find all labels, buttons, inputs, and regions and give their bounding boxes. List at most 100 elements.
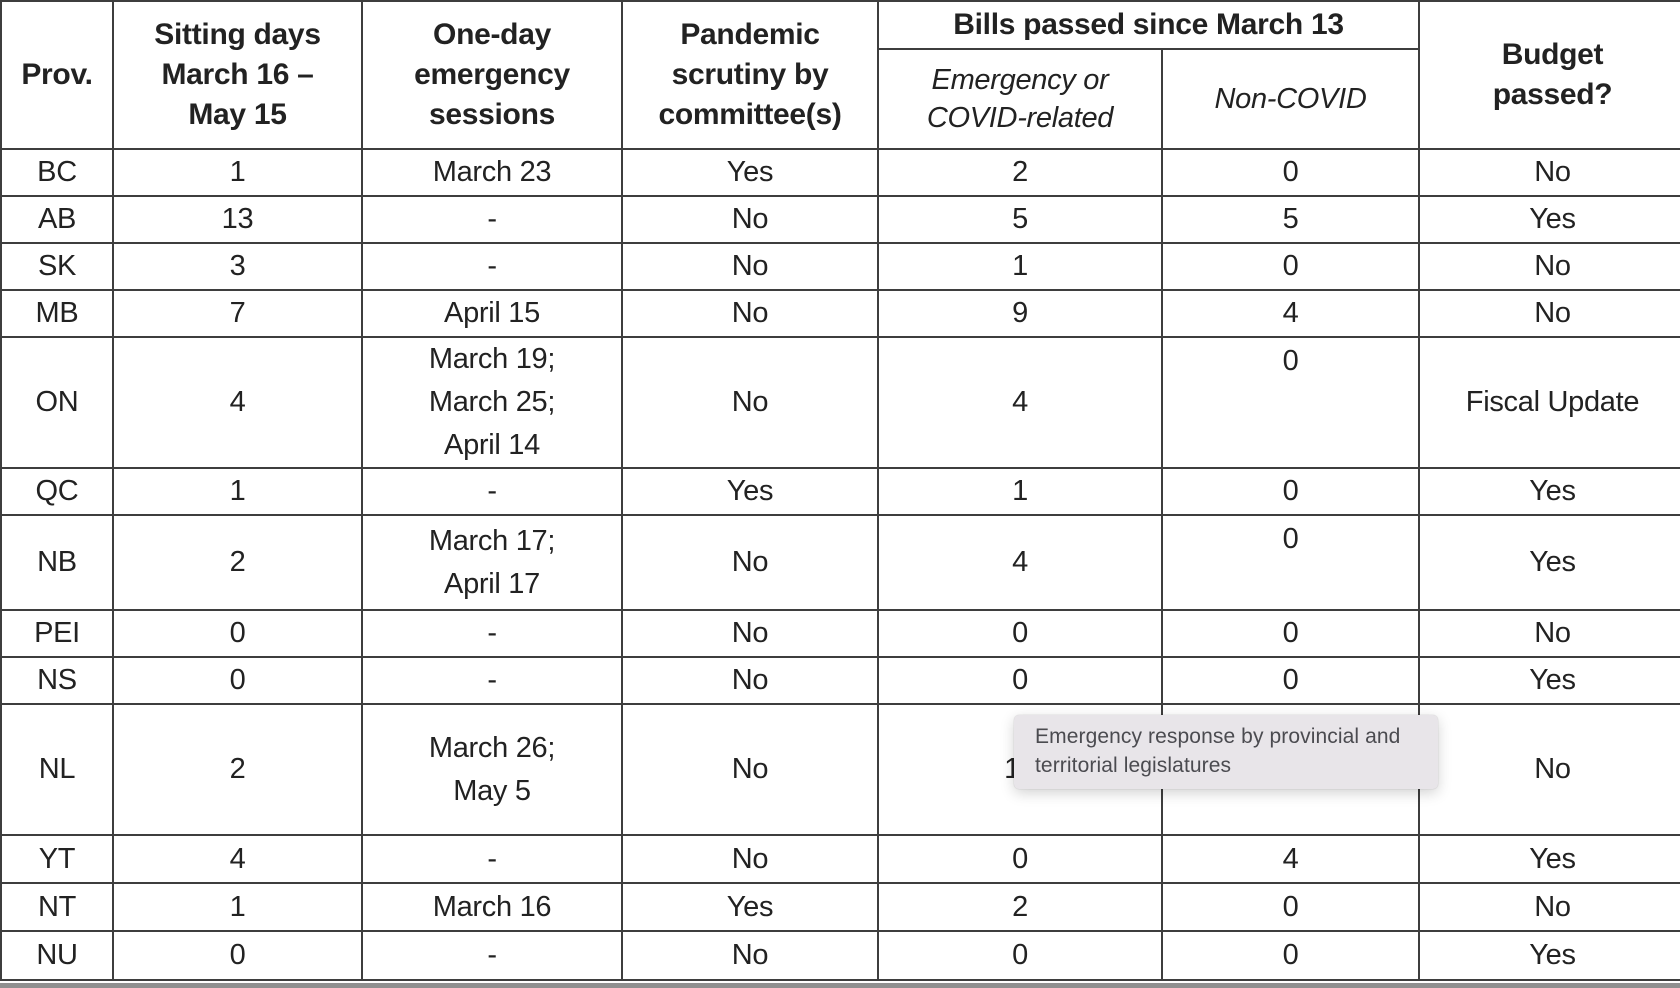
cell-bills-emergency: 2 — [877, 148, 1163, 197]
cell-pandemic: No — [621, 195, 879, 244]
cell-bills-emergency: 0 — [877, 930, 1163, 981]
cell-pandemic: No — [621, 656, 879, 705]
cell-bills-emergency: 1 — [877, 242, 1163, 291]
cell-budget: Yes — [1418, 195, 1680, 244]
cell-sitting-days: 0 — [112, 930, 363, 981]
cell-sitting-days: 7 — [112, 289, 363, 338]
cell-sitting-days: 1 — [112, 467, 363, 516]
tooltip: Emergency response by provincial and ter… — [1014, 715, 1438, 789]
cell-bills-non-covid: 0 — [1161, 467, 1420, 516]
cell-sitting-days: 1 — [112, 882, 363, 932]
cell-one-day: April 15 — [361, 289, 623, 338]
cell-one-day: March 26; May 5 — [361, 703, 623, 836]
cell-one-day: March 19; March 25; April 14 — [361, 336, 623, 469]
cell-pandemic: No — [621, 930, 879, 981]
cell-prov: NS — [0, 656, 114, 705]
table-row: NB 2 March 17; April 17 No 4 0 Yes — [0, 514, 1680, 611]
cell-prov: PEI — [0, 609, 114, 658]
cell-prov: ON — [0, 336, 114, 469]
cell-pandemic: Yes — [621, 467, 879, 516]
cell-bills-emergency: 5 — [877, 195, 1163, 244]
cell-sitting-days: 2 — [112, 514, 363, 611]
cell-one-day: March 16 — [361, 882, 623, 932]
cell-bills-non-covid: 0 — [1161, 242, 1420, 291]
cell-bills-emergency: 0 — [877, 656, 1163, 705]
cell-sitting-days: 13 — [112, 195, 363, 244]
cell-budget: Yes — [1418, 930, 1680, 981]
cell-one-day: - — [361, 242, 623, 291]
cell-bills-non-covid: 4 — [1161, 289, 1420, 338]
cell-bills-non-covid: 0 — [1161, 609, 1420, 658]
table-header: Prov. Sitting days March 16 – May 15 One… — [0, 0, 1680, 150]
cell-sitting-days: 1 — [112, 148, 363, 197]
cell-budget: Yes — [1418, 834, 1680, 884]
cell-one-day: - — [361, 467, 623, 516]
cell-prov: NL — [0, 703, 114, 836]
table-row: MB 7 April 15 No 9 4 No — [0, 289, 1680, 338]
cell-bills-non-covid: 0 — [1161, 882, 1420, 932]
header-sitting-days: Sitting days March 16 – May 15 — [112, 0, 363, 150]
cell-pandemic: No — [621, 514, 879, 611]
cell-sitting-days: 0 — [112, 609, 363, 658]
cell-budget: No — [1418, 609, 1680, 658]
cell-budget: No — [1418, 289, 1680, 338]
cell-budget: No — [1418, 703, 1680, 836]
cell-prov: NB — [0, 514, 114, 611]
cell-prov: YT — [0, 834, 114, 884]
header-prov: Prov. — [0, 0, 114, 150]
cell-bills-non-covid: 0 — [1161, 148, 1420, 197]
cell-bills-non-covid: 5 — [1161, 195, 1420, 244]
header-bills-passed-group: Bills passed since March 13 — [877, 0, 1420, 50]
cell-sitting-days: 4 — [112, 336, 363, 469]
cell-budget: No — [1418, 148, 1680, 197]
cell-prov: MB — [0, 289, 114, 338]
cell-prov: BC — [0, 148, 114, 197]
cell-budget: Yes — [1418, 467, 1680, 516]
bottom-bar — [0, 983, 1680, 988]
cell-bills-emergency: 0 — [877, 834, 1163, 884]
header-bills-emergency: Emergency or COVID-related — [877, 48, 1163, 150]
cell-bills-emergency: 4 — [877, 336, 1163, 469]
header-budget-passed: Budget passed? — [1418, 0, 1680, 150]
cell-pandemic: No — [621, 834, 879, 884]
table-row: NT 1 March 16 Yes 2 0 No — [0, 882, 1680, 932]
cell-pandemic: No — [621, 609, 879, 658]
cell-one-day: - — [361, 656, 623, 705]
cell-bills-emergency: 2 — [877, 882, 1163, 932]
table-row: PEI 0- No 0 0 No — [0, 609, 1680, 658]
cell-prov: QC — [0, 467, 114, 516]
cell-prov: NU — [0, 930, 114, 981]
header-one-day-sessions: One-day emergency sessions — [361, 0, 623, 150]
header-pandemic-scrutiny: Pandemic scrutiny by committee(s) — [621, 0, 879, 150]
cell-pandemic: Yes — [621, 148, 879, 197]
table-row: SK 3- No 1 0 No — [0, 242, 1680, 291]
cell-one-day: March 17; April 17 — [361, 514, 623, 611]
cell-bills-non-covid: 0 — [1161, 514, 1420, 611]
cell-bills-emergency: 1 — [877, 467, 1163, 516]
cell-bills-emergency: 4 — [877, 514, 1163, 611]
cell-sitting-days: 0 — [112, 656, 363, 705]
cell-bills-emergency: 0 — [877, 609, 1163, 658]
cell-one-day: - — [361, 930, 623, 981]
cell-one-day: - — [361, 834, 623, 884]
cell-bills-non-covid: 0 — [1161, 336, 1420, 469]
table-body: BC 1 March 23 Yes 2 0 No AB 13- No 5 5 Yes SK 3- No 1 0 No… — [0, 148, 1680, 981]
cell-budget: No — [1418, 242, 1680, 291]
cell-bills-non-covid: 0 — [1161, 656, 1420, 705]
cell-prov: NT — [0, 882, 114, 932]
cell-one-day: - — [361, 609, 623, 658]
table-row: NU 0- No 0 0 Yes — [0, 930, 1680, 981]
cell-bills-non-covid: 4 — [1161, 834, 1420, 884]
table-row: QC 1- Yes 1 0 Yes — [0, 467, 1680, 516]
cell-one-day: - — [361, 195, 623, 244]
cell-budget: No — [1418, 882, 1680, 932]
cell-pandemic: Yes — [621, 882, 879, 932]
cell-one-day: March 23 — [361, 148, 623, 197]
table-row: NS 0- No 0 0 Yes — [0, 656, 1680, 705]
cell-sitting-days: 4 — [112, 834, 363, 884]
cell-sitting-days: 3 — [112, 242, 363, 291]
cell-bills-emergency: 9 — [877, 289, 1163, 338]
cell-budget: Yes — [1418, 656, 1680, 705]
table-row: AB 13- No 5 5 Yes — [0, 195, 1680, 244]
